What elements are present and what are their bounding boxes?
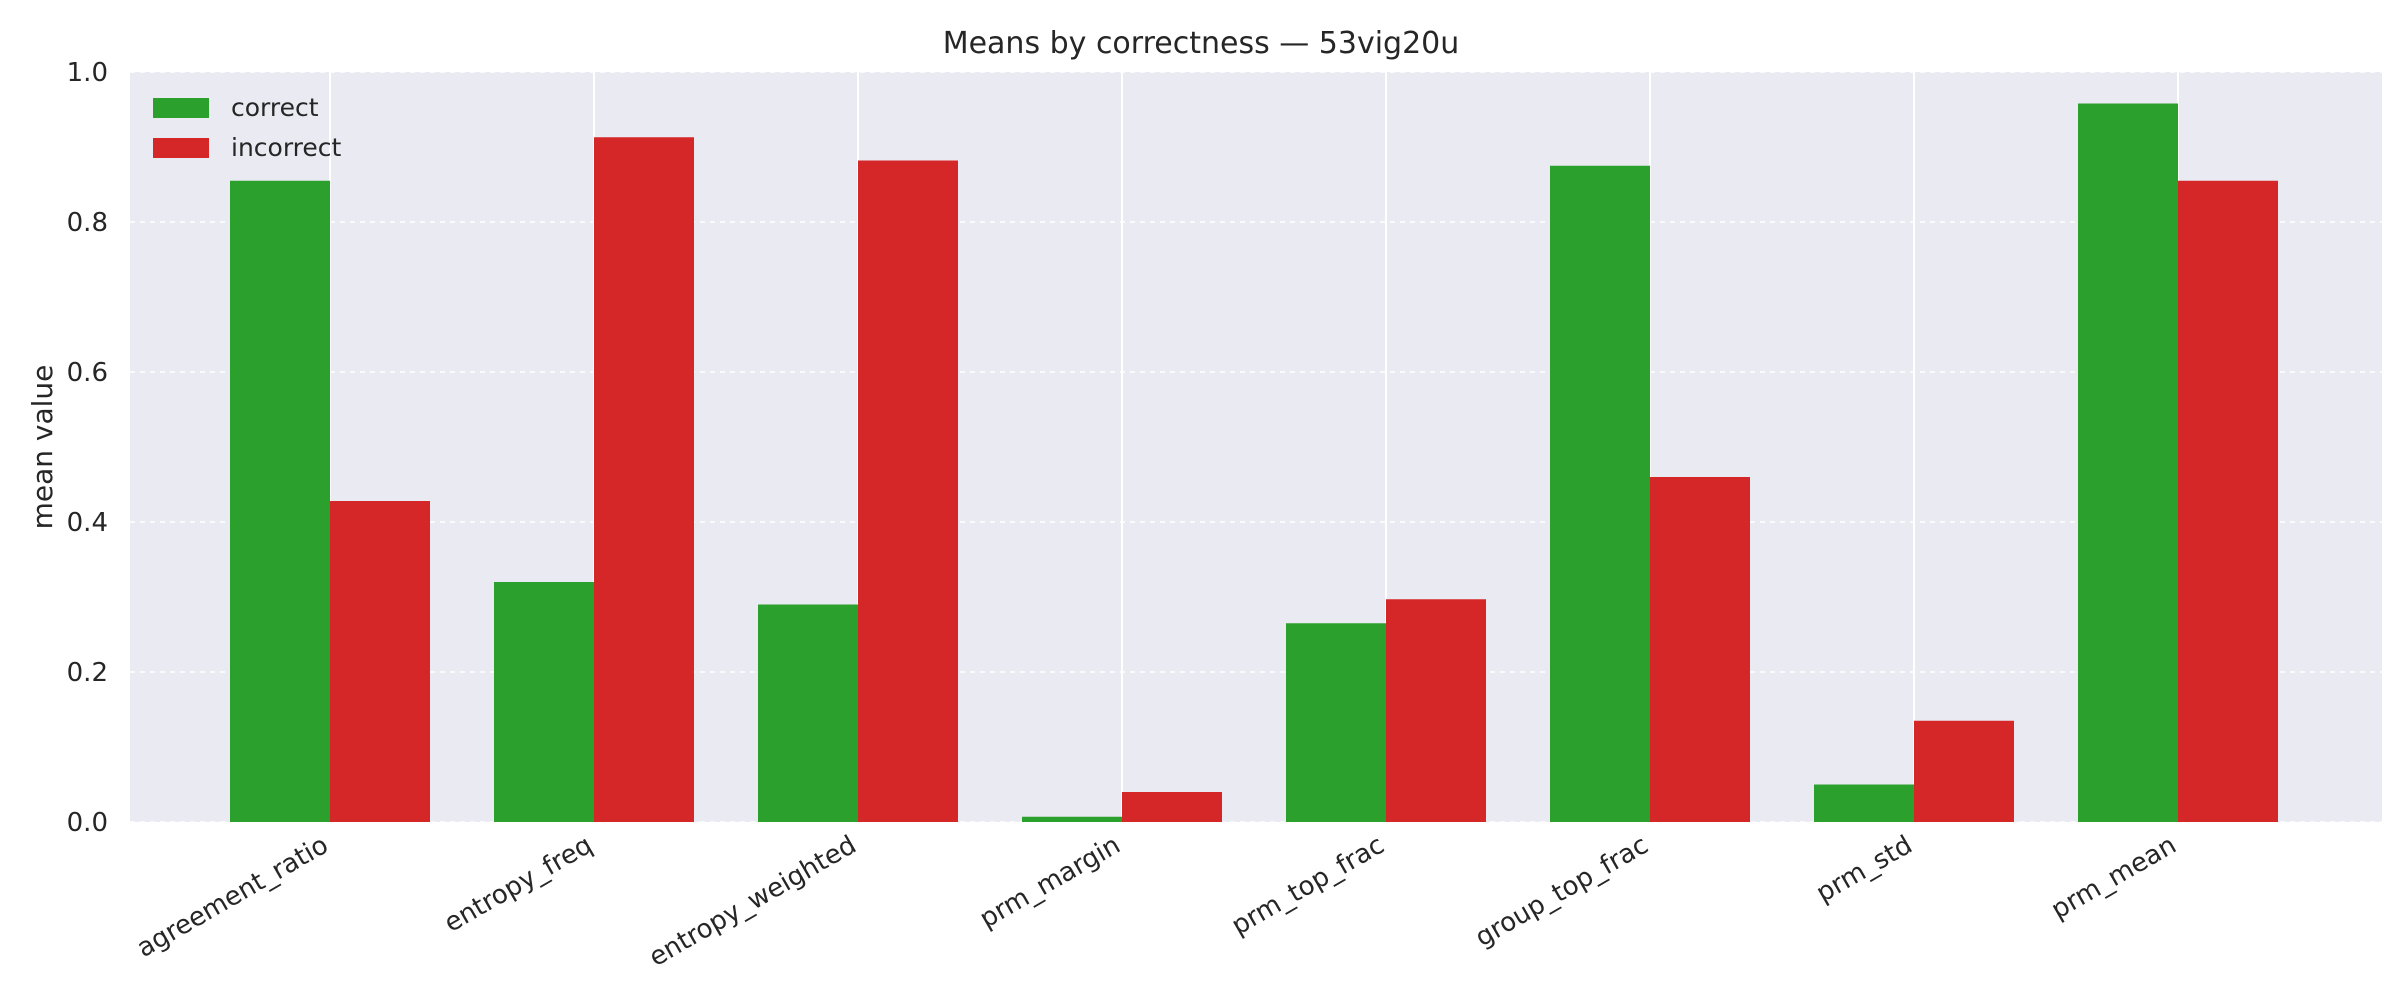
y-tick-label: 0.8	[67, 208, 108, 238]
y-tick-label: 0.0	[67, 808, 108, 838]
bar-incorrect	[1122, 792, 1222, 822]
x-tick-label: prm_std	[1811, 830, 1917, 909]
y-axis-ticks: 0.0 0.2 0.4 0.6 0.8 1.0	[67, 58, 108, 838]
bar-correct	[1022, 816, 1122, 822]
bar-correct	[1550, 165, 1650, 822]
bar-incorrect	[330, 501, 430, 822]
y-axis-label: mean value	[26, 365, 59, 530]
bar-correct	[494, 582, 594, 822]
y-tick-label: 1.0	[67, 58, 108, 88]
y-tick-label: 0.6	[67, 358, 108, 388]
x-tick-label: entropy_weighted	[644, 830, 861, 973]
x-tick-label: entropy_freq	[439, 830, 597, 939]
x-axis-ticks: agreement_ratio entropy_freq entropy_weigh…	[132, 830, 2182, 973]
bar-correct	[1814, 784, 1914, 822]
bar-incorrect	[1914, 720, 2014, 822]
legend-label-correct: correct	[231, 93, 319, 122]
legend-swatch-incorrect	[153, 138, 209, 158]
x-tick-label: group_top_frac	[1470, 830, 1653, 953]
x-tick-label: prm_margin	[975, 830, 1126, 934]
legend-swatch-correct	[153, 98, 209, 118]
bar-correct	[2078, 103, 2178, 822]
bars	[230, 103, 2278, 822]
x-tick-label: prm_top_frac	[1227, 830, 1390, 941]
chart-title: Means by correctness — 53vig20u	[943, 26, 1460, 61]
bar-correct	[1286, 623, 1386, 822]
legend-label-incorrect: incorrect	[231, 133, 342, 162]
y-tick-label: 0.2	[67, 658, 108, 688]
bar-incorrect	[2178, 180, 2278, 822]
bar-incorrect	[1650, 477, 1750, 822]
x-tick-label: agreement_ratio	[132, 830, 334, 964]
plot-area	[130, 72, 2382, 822]
y-tick-label: 0.4	[67, 508, 108, 538]
legend: correct incorrect	[153, 93, 342, 162]
bar-correct	[230, 180, 330, 822]
bar-incorrect	[594, 137, 694, 822]
x-tick-label: prm_mean	[2046, 830, 2181, 925]
bar-incorrect	[1386, 599, 1486, 822]
bar-correct	[758, 604, 858, 822]
bar-incorrect	[858, 160, 958, 822]
